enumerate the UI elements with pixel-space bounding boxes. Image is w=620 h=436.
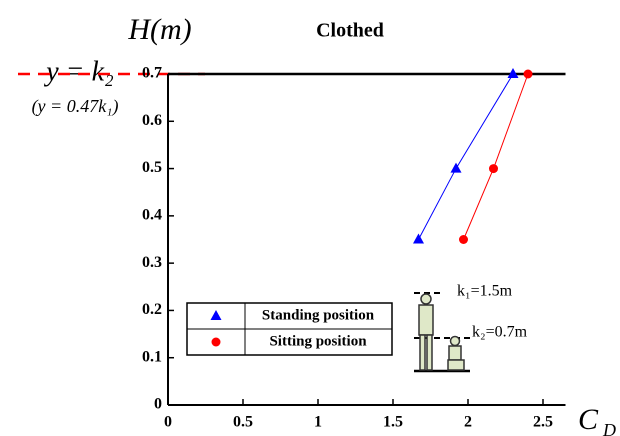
series-line [418,73,514,240]
x-tick-label: 1 [314,414,322,431]
x-tick-label: 2.5 [533,414,553,431]
circle-marker [523,69,533,79]
triangle-marker [413,233,424,244]
y-tick-label: 0.1 [142,348,162,365]
annotation: (y = 0.47k₁) [32,96,119,117]
y-tick-label: 0.2 [142,301,162,318]
y-tick-label: 0.4 [142,207,162,224]
legend: Standing position Sitting position [186,302,393,356]
x-axis-label-sub: D [602,420,616,436]
series-line [463,73,529,240]
circle-marker [489,164,498,174]
x-tick-label: 1.5 [383,414,403,431]
y-tick-label: 0.6 [142,112,162,129]
y-tick-label: 0.3 [142,254,162,271]
chart-title: Clothed [316,20,384,42]
y-tick-label: 0.7 [142,65,162,82]
x-tick-label: 0.5 [233,414,253,431]
y-tick-label: 0.5 [142,159,162,176]
legend-label: Sitting position [269,333,367,349]
legend-marker [210,310,222,320]
annotation: k₂=0.7m [472,324,528,341]
triangle-marker [450,162,462,173]
y-axis-label: H(m) [127,13,191,46]
y-tick-label: 0 [154,396,162,413]
annotation: k₁=1.5m [457,283,513,300]
annotation: y = k₂ [43,56,114,87]
figure-illustration [414,292,470,373]
legend-label: Standing position [262,307,375,323]
x-axis-label: C [578,403,599,436]
legend-marker [211,337,221,347]
x-tick-label: 0 [164,414,172,431]
x-tick-label: 2 [464,414,472,431]
triangle-marker [507,68,519,78]
circle-marker [459,235,468,244]
